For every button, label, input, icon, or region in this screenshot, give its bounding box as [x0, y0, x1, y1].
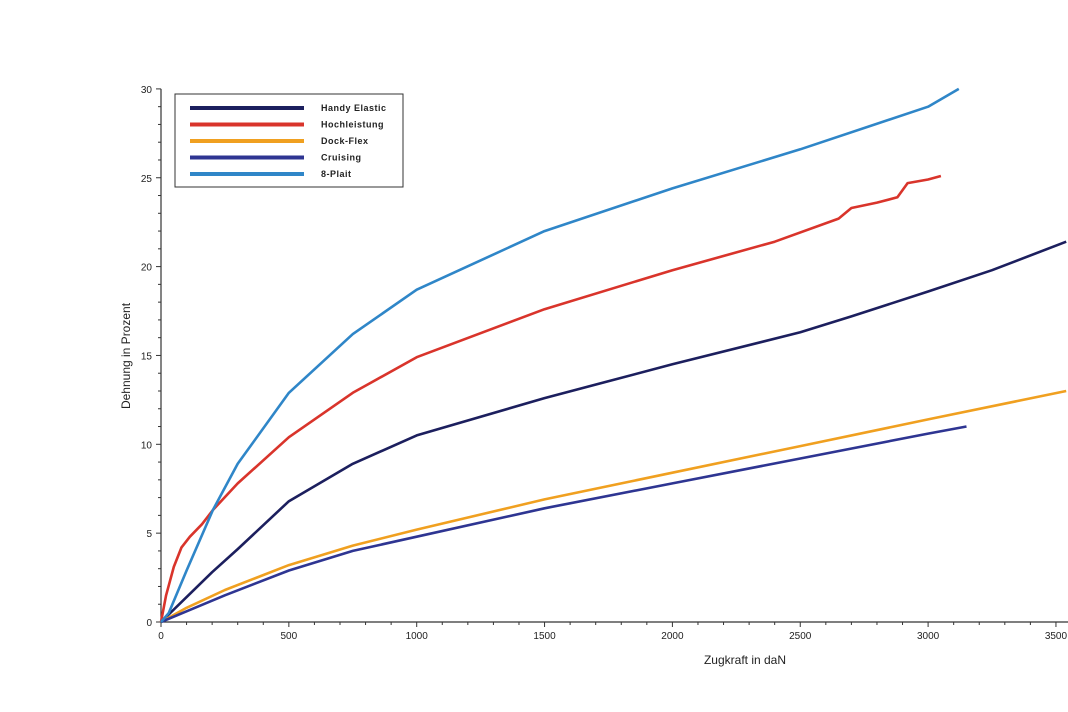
x-tick-label: 1500	[533, 631, 556, 642]
legend-label: 8-Plait	[321, 169, 352, 179]
series-line-handy-elastic	[160, 240, 1067, 623]
legend-label: Handy Elastic	[321, 103, 387, 113]
y-tick-label: 25	[141, 174, 153, 185]
axes: 0 500 1000 1500 2000 2500 3000 3500 0 5 10 15 20 25 30	[141, 85, 1068, 642]
series-line-hochleistung	[159, 174, 942, 623]
x-tick-label: 3000	[917, 631, 940, 642]
y-tick-label: 10	[141, 440, 153, 451]
x-tick-label: 500	[281, 631, 298, 642]
x-tick-label: 1000	[406, 631, 429, 642]
series-lines	[159, 87, 1067, 624]
series-line-dock-flex	[160, 389, 1067, 624]
x-tick-label: 3500	[1045, 631, 1068, 642]
x-tick-label: 0	[158, 631, 164, 642]
legend-label: Hochleistung	[321, 120, 384, 130]
legend-label: Cruising	[321, 153, 362, 163]
y-tick-label: 20	[141, 263, 153, 274]
x-tick-label: 2500	[789, 631, 812, 642]
y-tick-label: 30	[141, 85, 153, 96]
y-axis-label: Dehnung in Prozent	[119, 302, 133, 409]
x-tick-label: 2000	[661, 631, 684, 642]
y-tick-label: 5	[146, 529, 152, 540]
series-line-8-plait	[160, 87, 960, 623]
legend-label: Dock-Flex	[321, 136, 369, 146]
y-tick-label: 0	[146, 618, 152, 629]
legend: Handy Elastic Hochleistung Dock-Flex Cruisi…	[174, 93, 404, 188]
series-line-cruising	[160, 425, 967, 624]
y-tick-label: 15	[141, 351, 153, 362]
x-axis-label: Zugkraft in daN	[704, 653, 786, 667]
